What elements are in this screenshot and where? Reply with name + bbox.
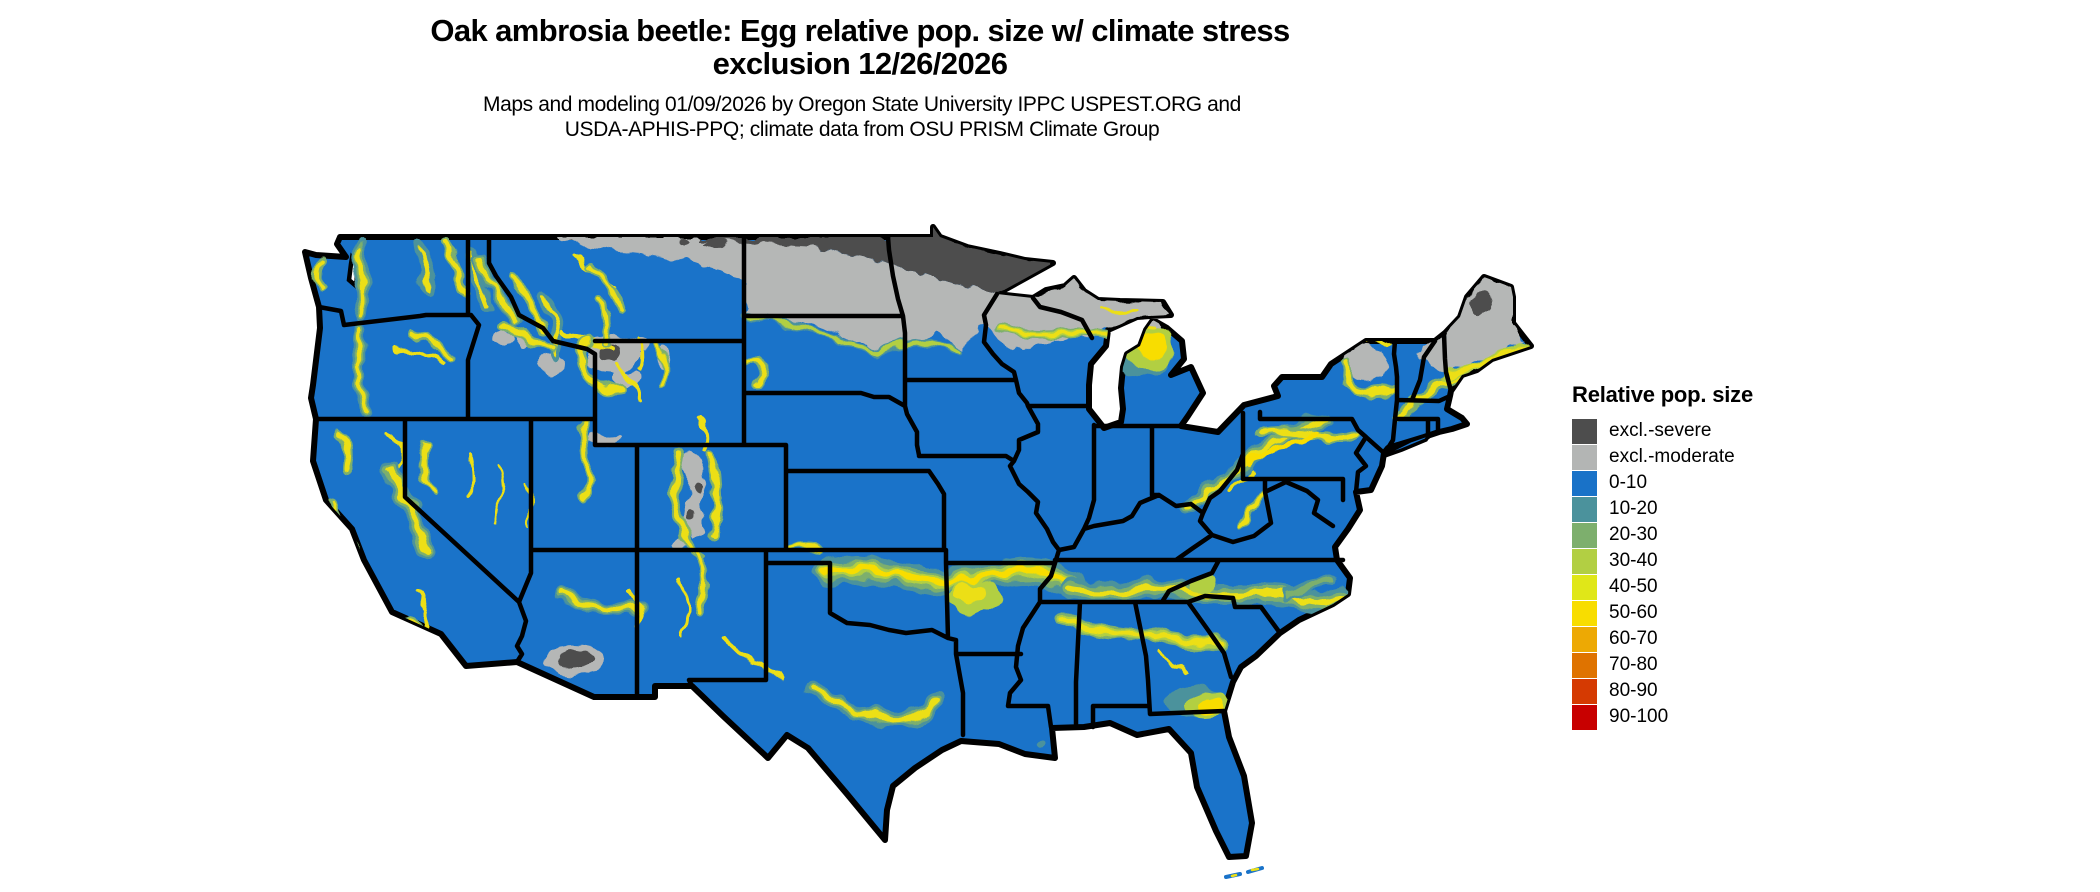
legend-item: 40-50: [1572, 574, 1832, 600]
legend-rows: excl.-severe excl.-moderate 0-10 10-20 2…: [1572, 418, 1832, 730]
legend-item-label: 70-80: [1609, 654, 1658, 675]
map-credits: Maps and modeling 01/09/2026 by Oregon S…: [0, 92, 1724, 142]
legend-item: 80-90: [1572, 678, 1832, 704]
legend-item-label: 20-30: [1609, 524, 1658, 545]
legend-item-label: 10-20: [1609, 498, 1658, 519]
legend-swatch: [1572, 548, 1597, 574]
legend-item-label: 60-70: [1609, 628, 1658, 649]
legend-item: excl.-moderate: [1572, 444, 1832, 470]
state-borders: [313, 234, 1454, 738]
title-line-2: exclusion 12/26/2026: [712, 46, 1008, 81]
legend-item-label: 30-40: [1609, 550, 1658, 571]
title-line-1: Oak ambrosia beetle: Egg relative pop. s…: [430, 13, 1290, 48]
page-title: Oak ambrosia beetle: Egg relative pop. s…: [0, 14, 1720, 80]
legend-item: 30-40: [1572, 548, 1832, 574]
legend-swatch: [1572, 418, 1597, 444]
legend-item-label: 90-100: [1609, 706, 1669, 727]
legend-item-label: 0-10: [1609, 472, 1648, 493]
legend-swatch: [1572, 470, 1597, 496]
legend-item-label: 50-60: [1609, 602, 1658, 623]
legend-swatch: [1572, 444, 1597, 470]
legend-item: 60-70: [1572, 626, 1832, 652]
legend-item: 20-30: [1572, 522, 1832, 548]
legend-swatch: [1572, 600, 1597, 626]
credits-line-1: Maps and modeling 01/09/2026 by Oregon S…: [483, 93, 1241, 116]
legend-item-label: 80-90: [1609, 680, 1658, 701]
legend-swatch: [1572, 574, 1597, 600]
legend-title: Relative pop. size: [1572, 382, 1754, 407]
legend-swatch: [1572, 704, 1597, 730]
legend-swatch: [1572, 496, 1597, 522]
legend-item: 0-10: [1572, 470, 1832, 496]
legend-item: 50-60: [1572, 600, 1832, 626]
legend: Relative pop. size excl.-severe excl.-mo…: [1572, 382, 1832, 730]
legend-item: 90-100: [1572, 704, 1832, 730]
legend-swatch: [1572, 522, 1597, 548]
credits-line-2: USDA-APHIS-PPQ; climate data from OSU PR…: [564, 118, 1160, 141]
legend-item: 70-80: [1572, 652, 1832, 678]
florida-keys: [1224, 866, 1264, 879]
legend-swatch: [1572, 626, 1597, 652]
legend-swatch: [1572, 678, 1597, 704]
exclusion-severe-regions: [556, 227, 1494, 668]
legend-item-label: excl.-severe: [1609, 420, 1712, 441]
legend-item: excl.-severe: [1572, 418, 1832, 444]
legend-item: 10-20: [1572, 496, 1832, 522]
legend-item-label: 40-50: [1609, 576, 1658, 597]
legend-item-label: excl.-moderate: [1609, 446, 1735, 467]
legend-swatch: [1572, 652, 1597, 678]
